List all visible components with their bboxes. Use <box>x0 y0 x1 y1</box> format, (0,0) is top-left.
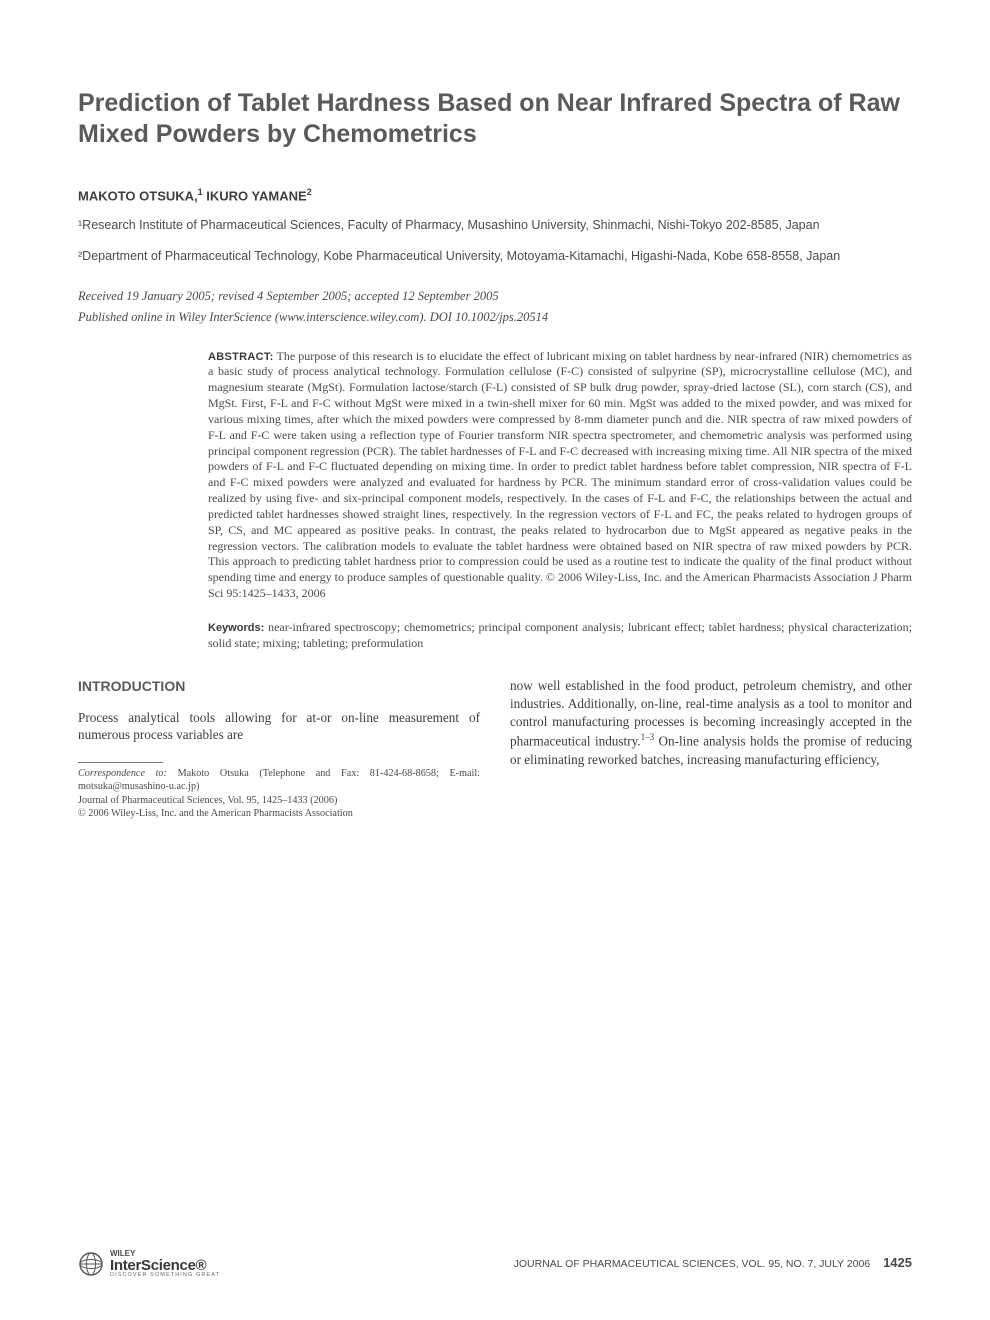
interscience-globe-icon <box>78 1251 104 1277</box>
correspondence-label: Correspondence to: <box>78 768 167 779</box>
right-column: now well established in the food product… <box>510 677 912 819</box>
footer-journal-text: JOURNAL OF PHARMACEUTICAL SCIENCES, VOL.… <box>514 1258 871 1270</box>
published-online-line: Published online in Wiley InterScience (… <box>78 310 912 325</box>
footer-journal-info: JOURNAL OF PHARMACEUTICAL SCIENCES, VOL.… <box>514 1255 912 1270</box>
keywords-label: Keywords: <box>208 622 264 634</box>
intro-paragraph-right: now well established in the food product… <box>510 677 912 768</box>
two-column-body: INTRODUCTION Process analytical tools al… <box>78 677 912 819</box>
article-title: Prediction of Tablet Hardness Based on N… <box>78 88 912 151</box>
authors-line: MAKOTO OTSUKA,1 IKURO YAMANE2 <box>78 187 912 203</box>
keywords-body: near-infrared spectroscopy; chemometrics… <box>208 620 912 650</box>
section-heading-introduction: INTRODUCTION <box>78 677 480 696</box>
correspondence-footnote: Correspondence to: Makoto Otsuka (Teleph… <box>78 767 480 793</box>
affiliation-1: ¹Research Institute of Pharmaceutical Sc… <box>78 217 912 234</box>
logo-tagline: DISCOVER SOMETHING GREAT <box>110 1273 220 1279</box>
abstract-label: ABSTRACT: <box>208 351 274 363</box>
logo-interscience-text: InterScience® <box>110 1258 220 1273</box>
abstract-body: The purpose of this research is to eluci… <box>208 349 912 600</box>
footnote-rule <box>78 762 163 763</box>
left-column: INTRODUCTION Process analytical tools al… <box>78 677 480 819</box>
wiley-interscience-logo: WILEY InterScience® DISCOVER SOMETHING G… <box>78 1250 220 1279</box>
intro-paragraph-left: Process analytical tools allowing for at… <box>78 709 480 745</box>
abstract: ABSTRACT: The purpose of this research i… <box>208 349 912 602</box>
affiliation-2: ²Department of Pharmaceutical Technology… <box>78 248 912 265</box>
copyright-footnote: © 2006 Wiley-Liss, Inc. and the American… <box>78 807 480 820</box>
keywords: Keywords: near-infrared spectroscopy; ch… <box>208 620 912 652</box>
received-dates: Received 19 January 2005; revised 4 Sept… <box>78 289 912 304</box>
journal-citation-footnote: Journal of Pharmaceutical Sciences, Vol.… <box>78 794 480 807</box>
page-number: 1425 <box>883 1255 912 1270</box>
